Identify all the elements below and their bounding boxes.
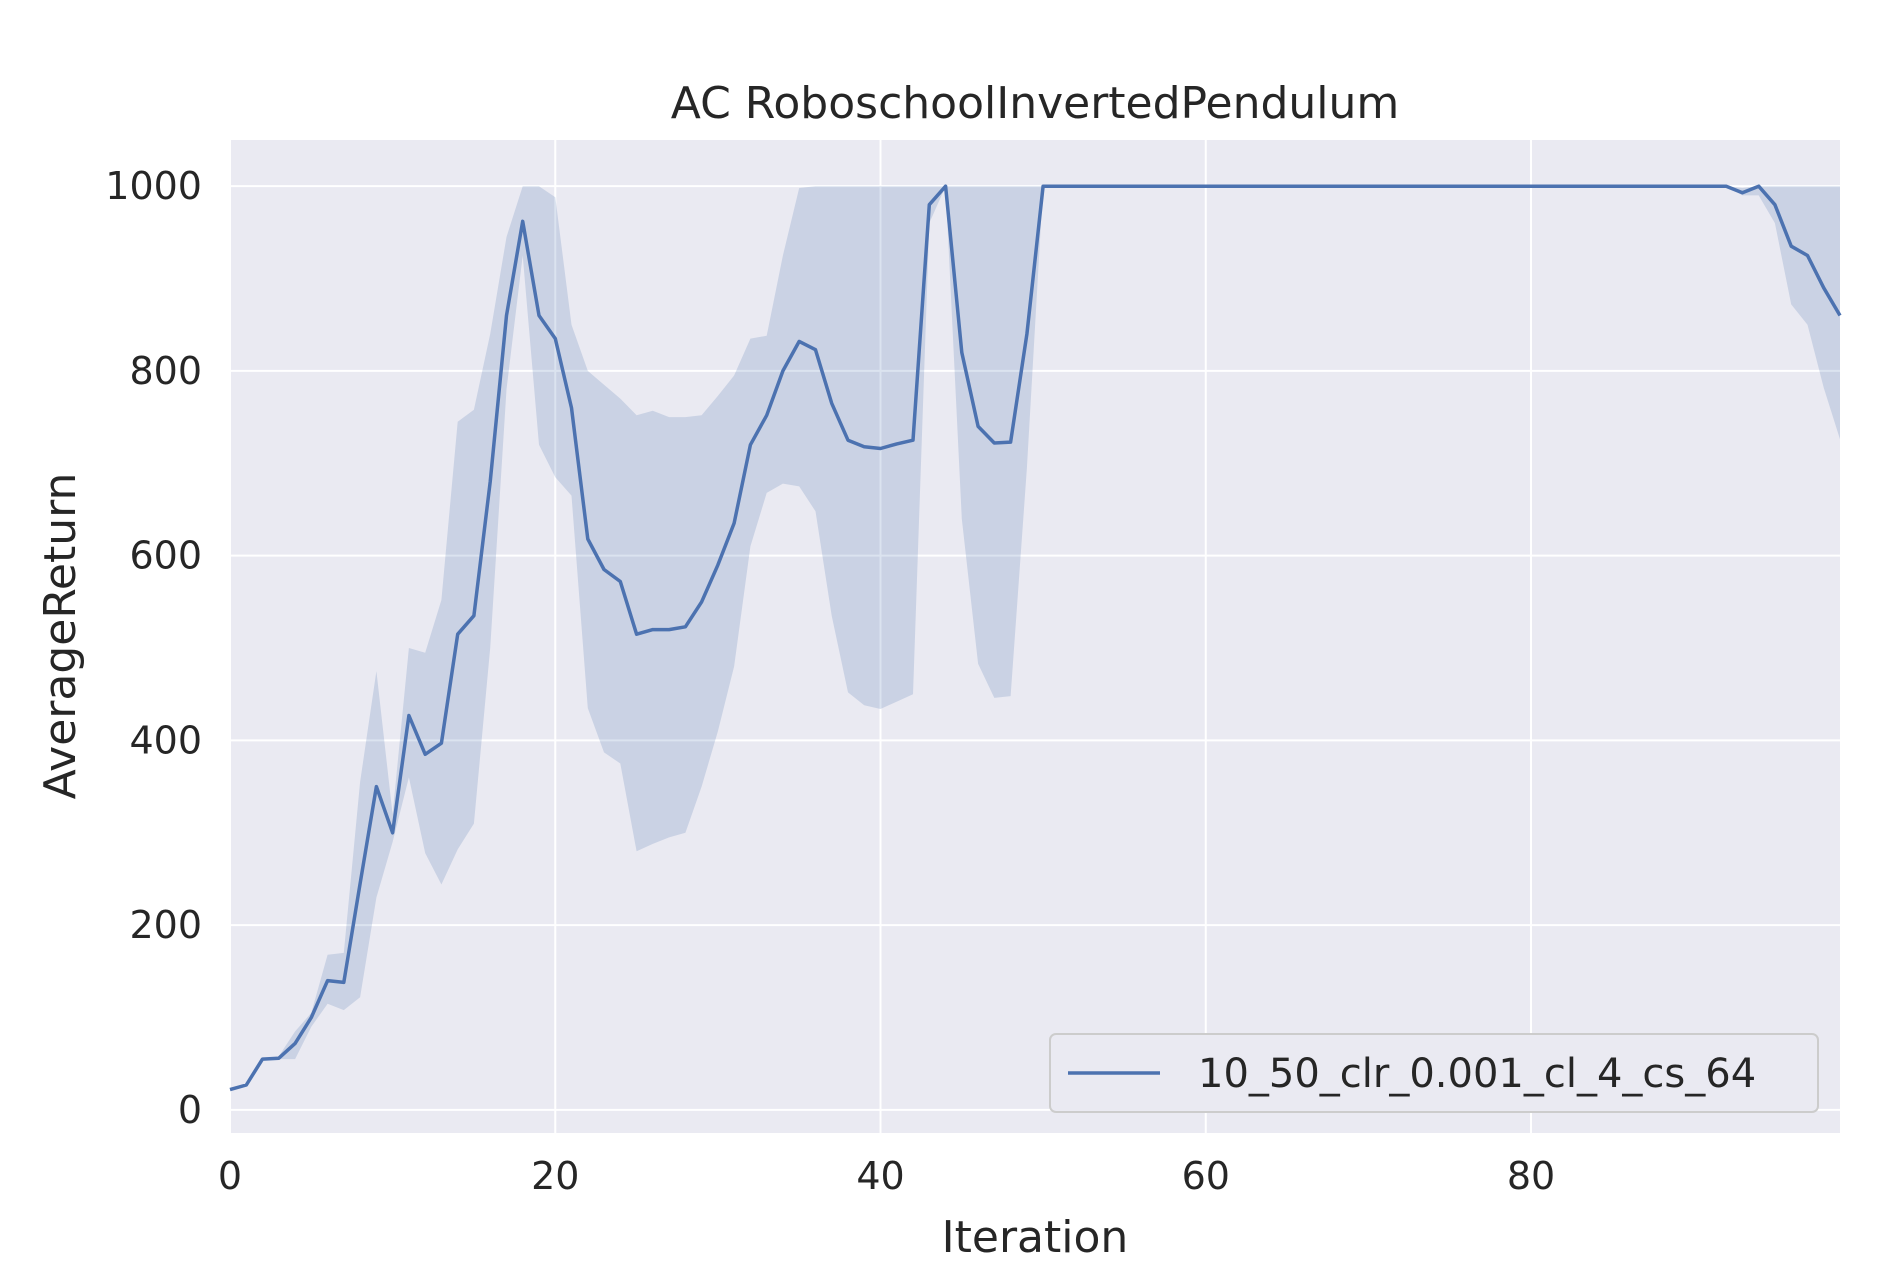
confidence-band bbox=[230, 186, 1840, 1090]
x-tick-labels: 0 20 40 60 80 bbox=[218, 1154, 1555, 1198]
x-tick-label: 0 bbox=[218, 1154, 242, 1198]
legend: 10_50_clr_0.001_cl_4_cs_64 bbox=[1049, 1033, 1819, 1113]
plot-background bbox=[230, 140, 1840, 1133]
y-tick-label: 600 bbox=[129, 534, 202, 578]
y-axis-label: AverageReturn bbox=[35, 473, 86, 800]
y-tick-label: 200 bbox=[129, 903, 202, 947]
y-tick-labels: 0 200 400 600 800 1000 bbox=[105, 164, 202, 1132]
y-tick-label: 0 bbox=[178, 1088, 202, 1132]
y-tick-label: 400 bbox=[129, 718, 202, 762]
legend-box bbox=[1049, 1033, 1819, 1113]
series-lines-group bbox=[229, 184, 1842, 1092]
x-tick-label: 40 bbox=[856, 1154, 904, 1198]
chart-title: AC RoboschoolInvertedPendulum bbox=[671, 78, 1400, 129]
series-line bbox=[229, 184, 1842, 1092]
confidence-band-group bbox=[230, 186, 1840, 1090]
x-axis-label: Iteration bbox=[942, 1212, 1129, 1262]
x-tick-label: 80 bbox=[1507, 1154, 1555, 1198]
x-tick-label: 20 bbox=[531, 1154, 579, 1198]
y-tick-label: 1000 bbox=[105, 164, 202, 208]
x-tick-label: 60 bbox=[1182, 1154, 1230, 1198]
legend-entry: 10_50_clr_0.001_cl_4_cs_64 bbox=[1198, 1051, 1756, 1097]
y-tick-label: 800 bbox=[129, 349, 202, 393]
